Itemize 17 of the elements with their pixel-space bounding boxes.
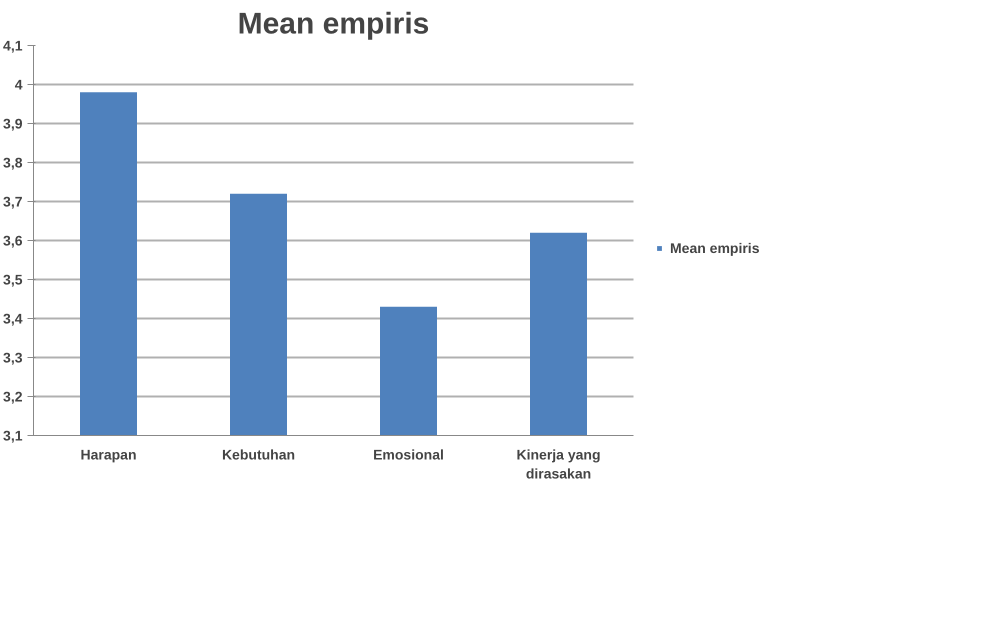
x-tick-label: Kebutuhan [222, 446, 296, 462]
y-tick-label: 3,3 [3, 350, 23, 366]
x-tick-label: Kinerja yang dirasakan [516, 446, 601, 482]
y-tick-label: 3,9 [3, 116, 23, 132]
y-tick-label: 3,7 [3, 194, 23, 210]
x-tick-label: Emosional [373, 446, 444, 462]
legend-label: Mean empiris [670, 240, 760, 256]
y-tick-label: 4,1 [3, 38, 23, 54]
y-tick-label: 4 [14, 76, 23, 92]
y-tick-label: 3,2 [3, 388, 23, 404]
y-tick-label: 3,4 [3, 310, 23, 326]
y-tick-label: 3,5 [3, 272, 23, 288]
y-tick-label: 3,1 [3, 428, 23, 444]
y-tick-label: 3,8 [3, 154, 23, 170]
y-tick-label: 3,6 [3, 232, 23, 248]
chart-title: Mean empiris [238, 8, 430, 40]
x-tick-label: Harapan [80, 446, 137, 462]
